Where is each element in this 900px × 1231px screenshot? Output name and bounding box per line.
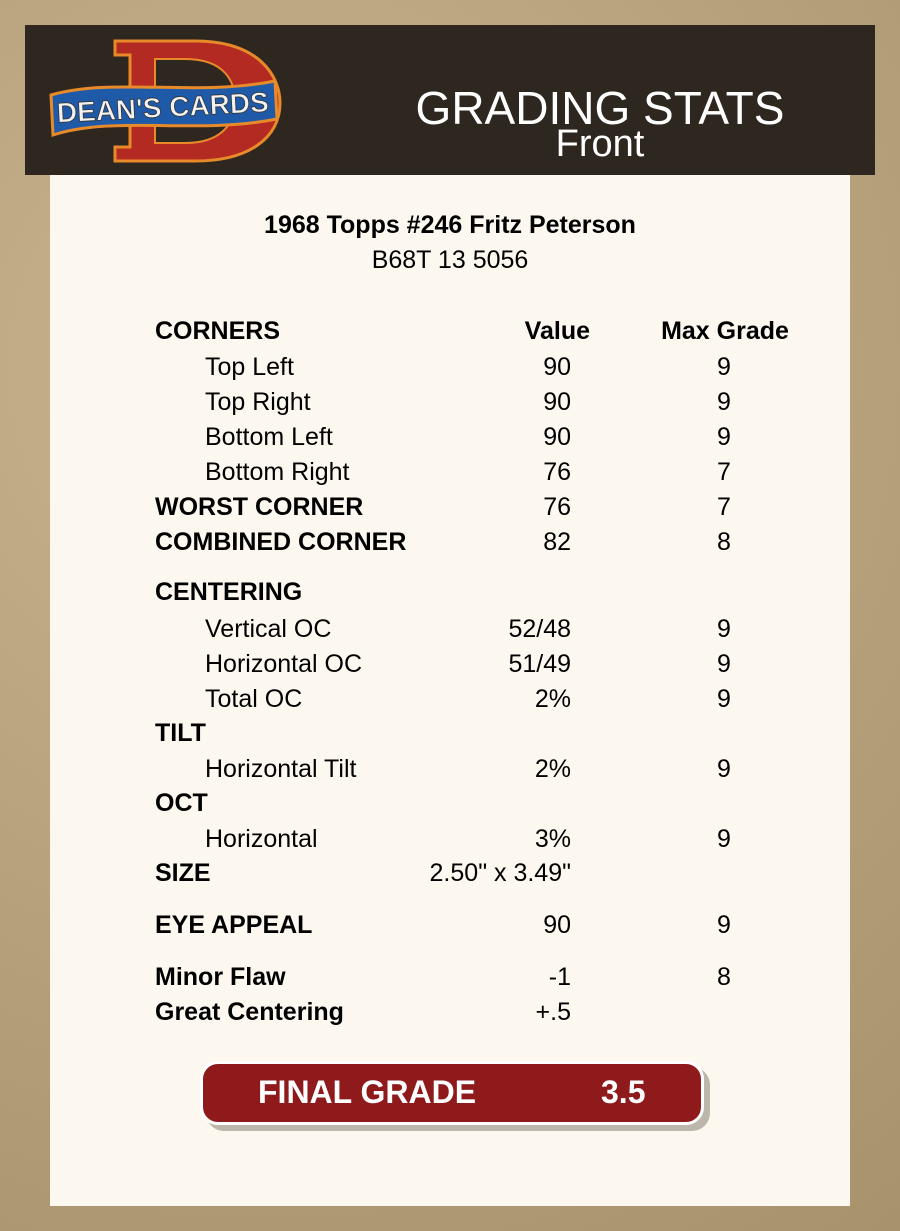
stat-label: Horizontal: [205, 825, 318, 853]
header-banner: DEAN'S CARDS GRADING STATS Front: [25, 25, 875, 175]
stat-value: 90: [543, 423, 571, 451]
stat-label: Horizontal OC: [205, 650, 362, 678]
stat-max-grade: 9: [717, 388, 731, 416]
column-value: Value: [524, 317, 590, 345]
stat-label: Top Right: [205, 388, 311, 416]
stat-max-grade: 9: [717, 755, 731, 783]
stat-row: TILT: [0, 718, 900, 748]
stats-card: [50, 175, 850, 1206]
stat-max-grade: 8: [717, 963, 731, 991]
stat-value: 76: [543, 458, 571, 486]
stat-label: Great Centering: [155, 998, 344, 1026]
stat-row: SIZE 2.50" x 3.49": [0, 858, 900, 888]
stat-label: TILT: [155, 719, 206, 747]
stat-value: 2%: [534, 685, 571, 713]
stat-value: 90: [543, 353, 571, 381]
stat-value: -1: [548, 963, 571, 991]
stat-label: Minor Flaw: [155, 963, 286, 991]
stat-max-grade: 9: [717, 423, 731, 451]
page-subtitle: Front: [555, 123, 645, 165]
stat-max-grade: 9: [717, 353, 731, 381]
stat-row: Bottom Right 76 7: [0, 457, 900, 487]
stat-label: WORST CORNER: [155, 493, 364, 521]
stat-label: EYE APPEAL: [155, 911, 313, 939]
stat-row: EYE APPEAL 90 9: [0, 910, 900, 940]
card-id: B68T 13 5056: [371, 246, 529, 274]
stat-value: 82: [543, 528, 571, 556]
stat-value: 90: [543, 388, 571, 416]
stat-label: Bottom Left: [205, 423, 333, 451]
stat-max-grade: 7: [717, 458, 731, 486]
final-grade-label: FINAL GRADE: [258, 1074, 477, 1110]
stat-label: Bottom Right: [205, 458, 350, 486]
stat-label: CENTERING: [155, 578, 303, 606]
stat-row: Minor Flaw -1 8: [0, 962, 900, 992]
stat-label: Top Left: [205, 353, 294, 381]
stat-row: CENTERING: [0, 577, 900, 607]
stat-row: WORST CORNER 76 7: [0, 492, 900, 522]
stat-max-grade: 9: [717, 825, 731, 853]
stat-row: Horizontal 3% 9: [0, 824, 900, 854]
stat-row: Horizontal OC 51/49 9: [0, 649, 900, 679]
card-name: 1968 Topps #246 Fritz Peterson: [264, 211, 636, 239]
stat-value: 3%: [534, 825, 571, 853]
stat-value: 76: [543, 493, 571, 521]
stat-max-grade: 9: [717, 650, 731, 678]
stat-label: Vertical OC: [205, 615, 332, 643]
stat-label: OCT: [155, 789, 208, 817]
final-grade-badge: FINAL GRADE 3.5: [200, 1061, 704, 1125]
stat-label: Total OC: [205, 685, 303, 713]
section-corners: CORNERS: [155, 317, 281, 345]
stat-row: OCT: [0, 788, 900, 818]
stat-row: Great Centering +.5: [0, 997, 900, 1027]
stat-value: 2.50" x 3.49": [429, 859, 571, 887]
stat-row: Top Right 90 9: [0, 387, 900, 417]
stat-label: COMBINED CORNER: [155, 528, 407, 556]
stat-row: Bottom Left 90 9: [0, 422, 900, 452]
stat-max-grade: 9: [717, 615, 731, 643]
final-grade-value: 3.5: [601, 1074, 646, 1110]
stat-value: +.5: [535, 998, 571, 1026]
deans-cards-logo: DEAN'S CARDS: [49, 39, 282, 163]
column-max-grade: Max Grade: [661, 317, 789, 345]
stat-row: COMBINED CORNER 82 8: [0, 527, 900, 557]
stat-row: Vertical OC 52/48 9: [0, 614, 900, 644]
stat-value: 2%: [534, 755, 571, 783]
column-header-row: CORNERS Value Max Grade: [0, 316, 900, 346]
stat-row: Top Left 90 9: [0, 352, 900, 382]
stat-row: Total OC 2% 9: [0, 684, 900, 714]
stat-row: Horizontal Tilt 2% 9: [0, 754, 900, 784]
stat-label: Horizontal Tilt: [205, 755, 357, 783]
stat-max-grade: 8: [717, 528, 731, 556]
stat-value: 51/49: [508, 650, 571, 678]
stat-label: SIZE: [155, 859, 211, 887]
page-title: GRADING STATS: [415, 82, 785, 134]
stat-value: 52/48: [508, 615, 571, 643]
stat-max-grade: 7: [717, 493, 731, 521]
stat-max-grade: 9: [717, 685, 731, 713]
stat-value: 90: [543, 911, 571, 939]
stat-max-grade: 9: [717, 911, 731, 939]
